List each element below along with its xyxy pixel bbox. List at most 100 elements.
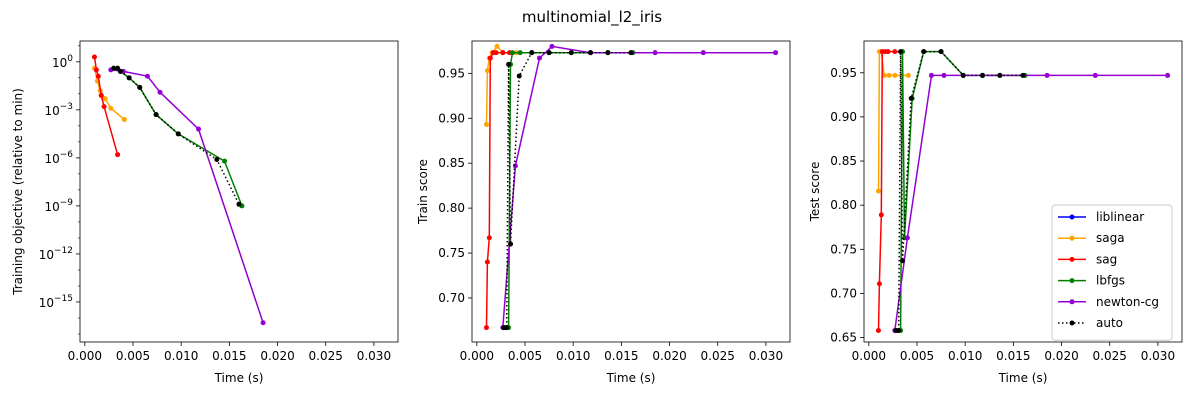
x-tick-label: 0.000 — [852, 349, 886, 363]
series-point-auto — [546, 50, 552, 56]
x-axis-label: Time (s) — [606, 371, 656, 385]
y-tick-label: 0.95 — [438, 66, 465, 80]
series-point-sag — [98, 92, 104, 98]
x-tick-label: 0.010 — [948, 349, 982, 363]
figure-title: multinomial_l2_iris — [522, 8, 662, 27]
legend-swatch-marker-liblinear — [1069, 214, 1075, 220]
plot-area — [91, 54, 266, 326]
series-point-newton-cg — [1044, 72, 1050, 78]
series-point-sag — [892, 49, 898, 55]
series-point-saga — [484, 68, 490, 74]
x-tick-label: 0.010 — [164, 349, 198, 363]
series-point-saga — [102, 96, 108, 102]
series-point-sag — [115, 152, 121, 158]
axes-frame — [471, 40, 791, 343]
y-tick-label: 10−3 — [44, 102, 73, 118]
legend-label-auto: auto — [1096, 316, 1123, 330]
plot-area — [483, 43, 779, 331]
series-point-saga — [483, 122, 489, 128]
y-tick-label-base: 10 — [44, 152, 59, 166]
series-point-newton-cg — [652, 50, 658, 56]
series-point-newton-cg — [196, 126, 202, 132]
y-tick-label: 0.80 — [830, 198, 857, 212]
x-axis-label: Time (s) — [998, 371, 1048, 385]
legend-swatch-marker-sag — [1069, 256, 1075, 262]
series-point-auto — [898, 49, 904, 55]
series-point-auto — [175, 131, 181, 137]
series-point-saga — [108, 105, 114, 111]
y-tick-label: 0.85 — [438, 156, 465, 170]
series-point-sag — [486, 235, 492, 241]
series-point-auto — [236, 201, 242, 207]
axes-frame — [863, 40, 1183, 343]
y-tick-label: 10−6 — [44, 150, 73, 166]
series-point-auto — [516, 73, 522, 79]
x-tick-label: 0.005 — [508, 349, 542, 363]
series-point-sag — [483, 325, 489, 331]
y-tick-label: 10−9 — [44, 198, 73, 214]
series-point-auto — [900, 258, 906, 264]
series-point-auto — [997, 72, 1003, 78]
x-tick-label: 0.000 — [460, 349, 494, 363]
legend-swatch-marker-newton-cg — [1069, 299, 1075, 305]
y-tick-label-exponent: −12 — [54, 246, 73, 256]
y-tick-label: 0.80 — [438, 201, 465, 215]
x-tick-label: 0.020 — [260, 349, 294, 363]
series-point-auto — [938, 49, 944, 55]
series-point-auto — [506, 61, 512, 67]
series-point-sag — [493, 50, 499, 56]
y-tick-label-base: 10 — [39, 296, 54, 310]
series-point-saga — [121, 116, 127, 122]
series-point-saga — [875, 188, 881, 194]
series-point-newton-cg — [512, 163, 518, 169]
y-tick-label-base: 10 — [39, 248, 54, 262]
series-point-sag — [487, 55, 493, 61]
series-point-sag — [876, 281, 882, 287]
series-point-auto — [504, 325, 510, 331]
axes-frame — [79, 40, 399, 343]
series-point-auto — [568, 50, 574, 56]
series-point-auto — [117, 68, 123, 74]
series-point-saga — [886, 72, 892, 78]
x-tick-label: 0.000 — [68, 349, 102, 363]
x-tick-label: 0.030 — [749, 349, 783, 363]
series-point-auto — [960, 72, 966, 78]
series-point-saga — [892, 72, 898, 78]
x-axis-label: Time (s) — [214, 371, 264, 385]
series-point-newton-cg — [157, 89, 163, 95]
series-point-auto — [529, 50, 535, 56]
x-tick-label: 0.010 — [556, 349, 590, 363]
series-point-newton-cg — [904, 235, 910, 241]
series-point-sag — [95, 73, 101, 79]
legend-label-sag: sag — [1096, 252, 1117, 266]
y-tick-label-base: 10 — [44, 104, 59, 118]
series-point-sag — [875, 328, 881, 334]
legend-label-newton-cg: newton-cg — [1096, 295, 1159, 309]
series-point-newton-cg — [260, 320, 266, 326]
series-point-sag — [484, 259, 490, 265]
series-point-auto — [628, 50, 634, 56]
series-point-auto — [896, 328, 902, 334]
series-line-auto — [895, 50, 1023, 332]
y-tick-label-exponent: 0 — [67, 54, 73, 64]
series-point-lbfgs — [222, 158, 228, 164]
x-tick-label: 0.005 — [116, 349, 150, 363]
x-tick-label: 0.015 — [996, 349, 1030, 363]
series-point-auto — [214, 156, 220, 162]
x-tick-label: 0.020 — [652, 349, 686, 363]
y-tick-label-base: 10 — [52, 56, 67, 70]
y-tick-label-exponent: −9 — [60, 198, 74, 208]
series-point-sag — [91, 54, 97, 60]
series-point-sag — [93, 67, 99, 73]
y-tick-label-base: 10 — [44, 200, 59, 214]
series-point-lbfgs — [509, 50, 515, 56]
series-point-newton-cg — [1165, 72, 1171, 78]
y-tick-label-exponent: −15 — [54, 294, 73, 304]
series-point-newton-cg — [928, 72, 934, 78]
series-point-auto — [1020, 72, 1026, 78]
legend-swatch-marker-saga — [1069, 235, 1075, 241]
x-tick-label: 0.005 — [900, 349, 934, 363]
series-point-saga — [494, 43, 500, 49]
y-tick-label: 0.75 — [830, 242, 857, 256]
legend-label-lbfgs: lbfgs — [1096, 274, 1125, 288]
